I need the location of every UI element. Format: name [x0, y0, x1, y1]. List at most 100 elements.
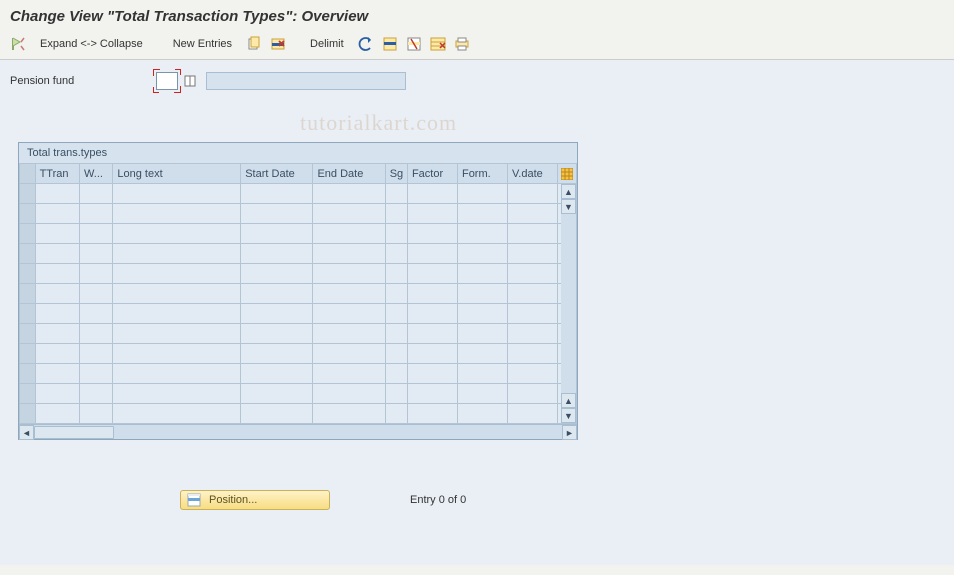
- col-header-factor[interactable]: Factor: [407, 164, 457, 184]
- cell-long[interactable]: [113, 344, 241, 364]
- cell-w[interactable]: [80, 384, 113, 404]
- cell-end[interactable]: [313, 184, 385, 204]
- cell-start[interactable]: [241, 224, 313, 244]
- cell-ttran[interactable]: [35, 284, 79, 304]
- cell-sg[interactable]: [385, 324, 407, 344]
- toggle-icon[interactable]: [8, 34, 28, 54]
- cell-start[interactable]: [241, 404, 313, 424]
- undo-icon[interactable]: [356, 34, 376, 54]
- cell-form[interactable]: [457, 224, 507, 244]
- cell-start[interactable]: [241, 284, 313, 304]
- cell-vdate[interactable]: [507, 364, 557, 384]
- cell-factor[interactable]: [407, 204, 457, 224]
- cell-factor[interactable]: [407, 244, 457, 264]
- cell-end[interactable]: [313, 304, 385, 324]
- cell-factor[interactable]: [407, 304, 457, 324]
- cell-start[interactable]: [241, 324, 313, 344]
- expand-collapse-button[interactable]: Expand <-> Collapse: [32, 35, 151, 53]
- cell-w[interactable]: [80, 264, 113, 284]
- cell-factor[interactable]: [407, 324, 457, 344]
- cell-ttran[interactable]: [35, 244, 79, 264]
- cell-w[interactable]: [80, 364, 113, 384]
- table-settings-icon[interactable]: [428, 34, 448, 54]
- cell-factor[interactable]: [407, 344, 457, 364]
- cell-vdate[interactable]: [507, 264, 557, 284]
- cell-vdate[interactable]: [507, 324, 557, 344]
- cell-end[interactable]: [313, 264, 385, 284]
- row-selector[interactable]: [20, 224, 36, 244]
- cell-sg[interactable]: [385, 304, 407, 324]
- cell-ttran[interactable]: [35, 324, 79, 344]
- cell-w[interactable]: [80, 184, 113, 204]
- row-selector[interactable]: [20, 344, 36, 364]
- cell-form[interactable]: [457, 304, 507, 324]
- print-icon[interactable]: [452, 34, 472, 54]
- delimit-button[interactable]: Delimit: [302, 35, 352, 53]
- cell-ttran[interactable]: [35, 384, 79, 404]
- cell-long[interactable]: [113, 384, 241, 404]
- col-header-vdate[interactable]: V.date: [507, 164, 557, 184]
- cell-long[interactable]: [113, 264, 241, 284]
- vertical-scrollbar[interactable]: ▲ ▼ ▲ ▼: [561, 184, 576, 423]
- cell-w[interactable]: [80, 404, 113, 424]
- scroll-up-icon[interactable]: ▲: [561, 184, 576, 199]
- row-selector[interactable]: [20, 304, 36, 324]
- cell-start[interactable]: [241, 364, 313, 384]
- cell-start[interactable]: [241, 384, 313, 404]
- row-selector[interactable]: [20, 364, 36, 384]
- cell-w[interactable]: [80, 284, 113, 304]
- cell-form[interactable]: [457, 204, 507, 224]
- cell-w[interactable]: [80, 224, 113, 244]
- cell-factor[interactable]: [407, 384, 457, 404]
- cell-sg[interactable]: [385, 184, 407, 204]
- cell-long[interactable]: [113, 364, 241, 384]
- cell-start[interactable]: [241, 204, 313, 224]
- cell-sg[interactable]: [385, 224, 407, 244]
- cell-vdate[interactable]: [507, 384, 557, 404]
- cell-vdate[interactable]: [507, 244, 557, 264]
- col-header-w[interactable]: W...: [80, 164, 113, 184]
- cell-end[interactable]: [313, 244, 385, 264]
- table-config-icon[interactable]: [558, 164, 577, 184]
- cell-long[interactable]: [113, 284, 241, 304]
- hscroll-track[interactable]: [34, 425, 562, 439]
- cell-sg[interactable]: [385, 244, 407, 264]
- cell-end[interactable]: [313, 224, 385, 244]
- cell-ttran[interactable]: [35, 364, 79, 384]
- cell-vdate[interactable]: [507, 184, 557, 204]
- cell-start[interactable]: [241, 264, 313, 284]
- col-header-sg[interactable]: Sg: [385, 164, 407, 184]
- cell-long[interactable]: [113, 224, 241, 244]
- col-header-ttran[interactable]: TTran: [35, 164, 79, 184]
- cell-w[interactable]: [80, 344, 113, 364]
- scroll-left-icon[interactable]: ◄: [19, 425, 34, 440]
- cell-end[interactable]: [313, 204, 385, 224]
- cell-long[interactable]: [113, 244, 241, 264]
- row-selector[interactable]: [20, 324, 36, 344]
- copy-icon[interactable]: [244, 34, 264, 54]
- cell-factor[interactable]: [407, 364, 457, 384]
- row-selector[interactable]: [20, 204, 36, 224]
- cell-end[interactable]: [313, 384, 385, 404]
- cell-end[interactable]: [313, 404, 385, 424]
- cell-long[interactable]: [113, 184, 241, 204]
- row-selector[interactable]: [20, 384, 36, 404]
- row-selector[interactable]: [20, 284, 36, 304]
- col-header-start[interactable]: Start Date: [241, 164, 313, 184]
- cell-end[interactable]: [313, 344, 385, 364]
- cell-long[interactable]: [113, 204, 241, 224]
- scroll-up2-icon[interactable]: ▼: [561, 199, 576, 214]
- cell-form[interactable]: [457, 244, 507, 264]
- select-all-icon[interactable]: [380, 34, 400, 54]
- cell-start[interactable]: [241, 344, 313, 364]
- position-button[interactable]: Position...: [180, 490, 330, 510]
- cell-sg[interactable]: [385, 264, 407, 284]
- delete-icon[interactable]: [268, 34, 288, 54]
- col-header-end[interactable]: End Date: [313, 164, 385, 184]
- cell-factor[interactable]: [407, 264, 457, 284]
- cell-sg[interactable]: [385, 344, 407, 364]
- cell-vdate[interactable]: [507, 344, 557, 364]
- cell-vdate[interactable]: [507, 224, 557, 244]
- cell-factor[interactable]: [407, 224, 457, 244]
- cell-ttran[interactable]: [35, 304, 79, 324]
